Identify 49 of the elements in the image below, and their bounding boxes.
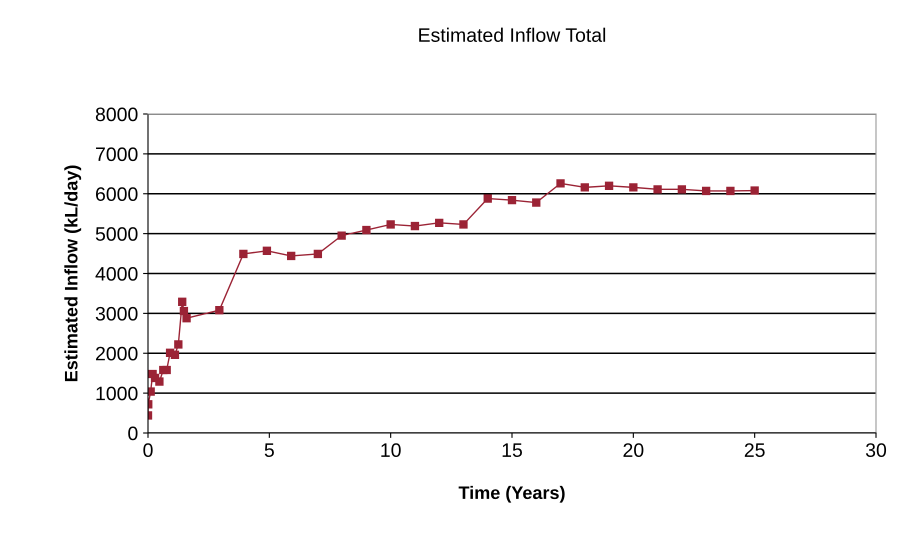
point <box>556 179 565 188</box>
point <box>337 231 346 240</box>
point <box>155 377 164 386</box>
y-tick-label: 1000 <box>96 386 138 400</box>
point <box>629 183 638 192</box>
y-tick-label: 8000 <box>96 107 138 122</box>
point <box>287 252 296 260</box>
point <box>180 306 188 316</box>
point <box>314 250 322 258</box>
point <box>750 186 759 195</box>
point <box>459 220 468 229</box>
x-tick-label: 25 <box>744 443 765 458</box>
x-tick-label: 5 <box>264 443 274 458</box>
point <box>182 314 191 322</box>
point <box>580 183 589 192</box>
x-tick-label: 0 <box>143 443 153 458</box>
y-tick-label: 0 <box>128 426 138 440</box>
point <box>604 182 614 190</box>
point <box>178 298 186 306</box>
y-tick-label: 2000 <box>96 346 138 360</box>
x-axis-title: Time (Years) <box>458 486 565 503</box>
y-tick-label: 5000 <box>96 227 138 241</box>
point <box>410 222 420 230</box>
chart-title: Estimated Inflow Total <box>419 28 606 42</box>
y-tick-label: 3000 <box>96 306 138 321</box>
point <box>386 220 395 229</box>
point <box>239 250 248 258</box>
y-tick-label: 4000 <box>95 266 138 281</box>
y-axis-title: Estimated Inflow (kL/day) <box>64 166 82 382</box>
x-tick-label: 15 <box>502 443 522 458</box>
point <box>484 194 492 203</box>
point <box>362 226 371 234</box>
point <box>215 306 224 314</box>
point <box>678 185 686 194</box>
point <box>702 186 710 196</box>
point <box>435 218 444 228</box>
x-tick-label: 30 <box>866 443 886 458</box>
point <box>508 196 516 204</box>
point <box>170 350 180 360</box>
x-tick-label: 20 <box>624 443 644 458</box>
point <box>653 185 662 194</box>
y-tick-label: 6000 <box>96 187 138 201</box>
point <box>262 246 272 255</box>
x-tick-label: 10 <box>381 443 401 458</box>
point <box>532 198 540 207</box>
point <box>162 366 171 374</box>
point <box>174 340 182 349</box>
y-tick-label: 7000 <box>96 147 138 162</box>
point <box>726 186 735 196</box>
